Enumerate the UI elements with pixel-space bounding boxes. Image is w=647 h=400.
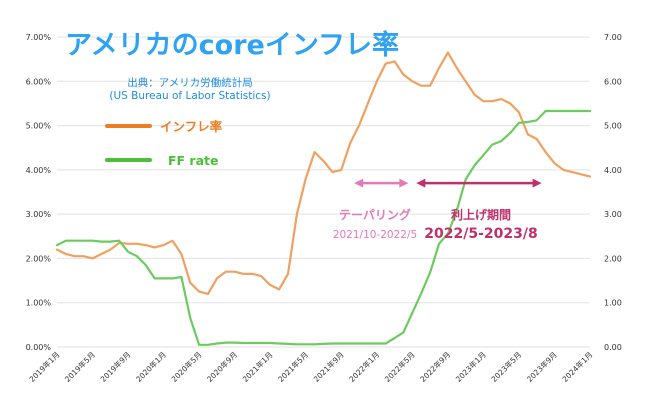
- y-tick-left: 4.00%: [26, 166, 52, 175]
- legend-label-ff-rate: FF rate: [168, 153, 218, 168]
- taper-range: 2021/10-2022/5: [333, 229, 417, 241]
- x-tick-label: 2024年1月: [560, 349, 595, 384]
- x-tick-label: 2023年1月: [453, 349, 488, 384]
- y-tick-right: 1.00: [604, 299, 622, 308]
- y-tick-left: 0.00%: [26, 343, 52, 352]
- y-tick-right: 4.00: [604, 166, 622, 175]
- x-tick-label: 2023年5月: [489, 349, 524, 384]
- x-tick-label: 2021年9月: [311, 349, 346, 384]
- x-axis: 2019年1月 2019年5月 2019年9月 2020年1月 2020年5月 2020年…: [27, 349, 595, 384]
- y-tick-left: 7.00%: [26, 33, 52, 42]
- y-tick-right: 6.00: [604, 77, 622, 86]
- series-line-inflation: [55, 51, 592, 295]
- x-tick-label: 2020年9月: [205, 349, 240, 384]
- y-axis-right: 0.00 1.00 2.00 3.00 4.00 5.00 6.00 7.00: [604, 33, 622, 352]
- arrowhead-left-taper: [354, 178, 364, 188]
- x-tick-label: 2021年5月: [276, 349, 311, 384]
- x-tick-label: 2020年1月: [133, 349, 168, 384]
- arrowhead-left-hike: [416, 178, 426, 188]
- y-tick-left: 5.00%: [26, 122, 52, 131]
- y-tick-right: 5.00: [604, 122, 622, 131]
- x-tick-label: 2019年5月: [62, 349, 97, 384]
- source-line-2: (US Bureau of Labor Statistics): [109, 90, 270, 102]
- arrowhead-right-hike: [532, 178, 542, 188]
- hike-label: 利上げ期間: [451, 207, 511, 222]
- x-tick-label: 2022年9月: [418, 349, 453, 384]
- x-tick-label: 2023年9月: [524, 349, 559, 384]
- y-tick-right: 3.00: [604, 210, 622, 219]
- arrowhead-right-taper: [399, 178, 409, 188]
- x-tick-label: 2022年5月: [382, 349, 417, 384]
- x-tick-label: 2021年1月: [240, 349, 275, 384]
- y-tick-right: 0.00: [604, 343, 622, 352]
- x-tick-label: 2019年1月: [27, 349, 62, 384]
- legend: インフレ率 FF rate: [105, 119, 223, 168]
- y-axis-left: 0.00% 1.00% 2.00% 3.00% 4.00% 5.00% 6.00% 7.00%: [26, 33, 52, 352]
- hike-range: 2022/5-2023/8: [424, 226, 537, 242]
- source-line-1: 出典：アメリカ労働統計局: [127, 76, 252, 89]
- taper-label: テーパリング: [339, 207, 411, 222]
- series-line-ff_rate: [55, 109, 592, 346]
- y-tick-left: 2.00%: [26, 254, 52, 263]
- annotations: テーパリング 2021/10-2022/5 利上げ期間 2022/5-2023/…: [333, 178, 542, 242]
- chart-title: アメリカのcoreインフレ率: [65, 29, 399, 61]
- y-tick-left: 3.00%: [26, 210, 52, 219]
- series: [55, 51, 592, 346]
- legend-label-inflation: インフレ率: [160, 119, 223, 134]
- x-tick-label: 2020年5月: [169, 349, 204, 384]
- x-tick-label: 2019年9月: [98, 349, 133, 384]
- y-tick-left: 1.00%: [26, 299, 52, 308]
- x-tick-label: 2022年1月: [347, 349, 382, 384]
- y-tick-right: 7.00: [604, 33, 622, 42]
- y-tick-left: 6.00%: [26, 77, 52, 86]
- y-tick-right: 2.00: [604, 254, 622, 263]
